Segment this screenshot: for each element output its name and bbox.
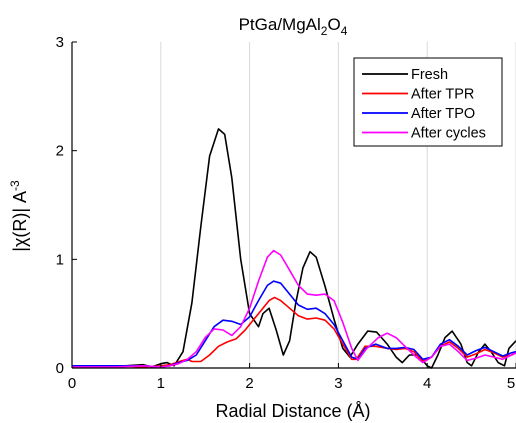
y-tick-label-1: 1 bbox=[56, 251, 64, 268]
legend-label-after-tpr: After TPR bbox=[411, 87, 474, 103]
x-tick-label-4: 4 bbox=[423, 375, 431, 392]
x-tick-label-1: 1 bbox=[157, 375, 165, 392]
legend-box bbox=[353, 57, 503, 147]
x-tick-label-3: 3 bbox=[334, 375, 342, 392]
x-tick-label-5: 5 bbox=[507, 375, 515, 392]
x-tick-label-0: 0 bbox=[68, 375, 76, 392]
series-line-after-cycles bbox=[72, 249, 516, 368]
series-line-after-tpo bbox=[72, 280, 516, 368]
y-tick-label-2: 2 bbox=[56, 143, 64, 160]
y-tick-label-0: 0 bbox=[56, 360, 64, 377]
legend-label-after-cycles: After cycles bbox=[411, 126, 486, 142]
x-axis-label: Radial Distance (Å) bbox=[215, 401, 370, 421]
legend-label-after-tpo: After TPO bbox=[411, 106, 475, 122]
y-axis-label: |χ(R)| A-3 bbox=[8, 180, 30, 252]
series-line-after-tpr bbox=[72, 296, 516, 368]
chart-title: PtGa/MgAl2O4 bbox=[239, 15, 348, 38]
legend: Fresh After TPR After TPO After cycles bbox=[353, 57, 503, 147]
legend-label-fresh: Fresh bbox=[411, 67, 448, 83]
y-tick-label-3: 3 bbox=[56, 34, 64, 51]
series-line-fresh bbox=[71, 128, 516, 369]
x-tick-label-2: 2 bbox=[245, 375, 253, 392]
